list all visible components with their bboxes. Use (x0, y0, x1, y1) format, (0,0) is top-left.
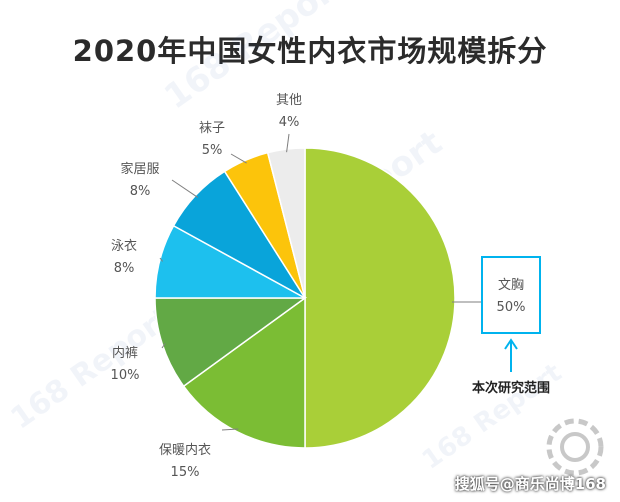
pie-slice (304, 147, 456, 449)
slice-labels: 文胸 50% 保暖内衣 15% 内裤 10% 泳衣 8% 家居服 8% 袜子 5% 其他 4% (111, 93, 526, 480)
slice-label: 泳衣 (111, 238, 137, 254)
slice-percent: 4% (279, 115, 300, 130)
slice-label: 文胸 (498, 278, 524, 293)
source-credit: 搜狐号@商乐尚博168 (454, 475, 606, 493)
leader-line (230, 153, 247, 164)
pie-slice (154, 297, 308, 388)
watermark-text: 168 Report (157, 0, 354, 117)
watermark-text: 168 Report (417, 358, 567, 476)
research-scope-annotation: 本次研究范围 (472, 256, 550, 396)
pie-slice (266, 147, 306, 299)
slice-percent: 50% (497, 300, 526, 315)
slice-percent: 10% (111, 368, 140, 383)
slice-label: 袜子 (199, 121, 225, 136)
leader-lines (159, 133, 482, 431)
leader-line (159, 257, 163, 262)
leader-line (286, 133, 290, 153)
slice-label: 保暖内衣 (159, 442, 211, 458)
leader-line (221, 428, 239, 431)
watermark-text: 168 Report (5, 300, 179, 436)
arrow-up-icon (504, 338, 518, 372)
slice-percent: 15% (171, 465, 200, 480)
pie-slice (182, 296, 306, 449)
scope-label: 本次研究范围 (472, 380, 550, 396)
slice-label: 家居服 (120, 161, 159, 177)
slice-percent: 8% (130, 184, 151, 199)
slice-label: 其他 (276, 93, 302, 108)
gear-icon (546, 418, 604, 476)
slice-label: 内裤 (112, 345, 138, 361)
leader-line (161, 343, 166, 349)
scope-box (481, 256, 541, 334)
pie-slices (154, 147, 456, 449)
slice-percent: 8% (114, 261, 135, 276)
leader-line (171, 179, 199, 198)
chart-title: 2020年中国女性内衣市场规模拆分 (72, 34, 548, 68)
slice-percent: 5% (202, 143, 223, 158)
